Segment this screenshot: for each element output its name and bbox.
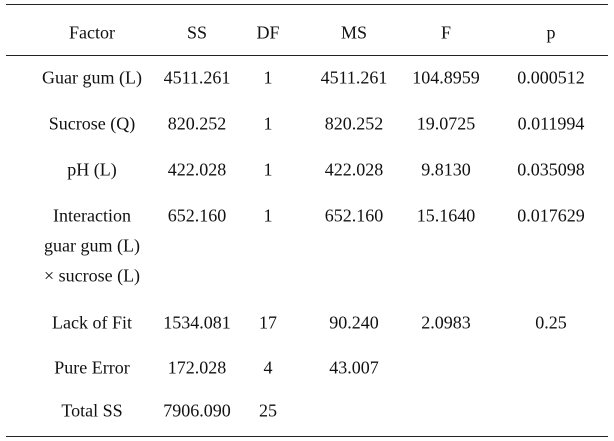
header-cell: DF <box>256 22 280 43</box>
table-cell: 1 <box>263 67 273 88</box>
table-cell: 422.028 <box>167 159 227 180</box>
table-cell: 9.8130 <box>421 159 471 180</box>
factor-label: Pure Error <box>54 357 130 378</box>
table-cell: 15.1640 <box>416 205 476 226</box>
table-cell: 4511.261 <box>320 67 388 88</box>
table-cell: 19.0725 <box>416 113 476 134</box>
table-cell: 4511.261 <box>163 67 231 88</box>
factor-label: Total SS <box>61 400 123 421</box>
table-cell: 1 <box>263 159 273 180</box>
table-cell: 17 <box>259 312 277 333</box>
header-cell: F <box>440 22 452 43</box>
factor-label: Lack of Fit <box>52 312 132 333</box>
header-rule <box>6 55 608 56</box>
factor-label: Guar gum (L) <box>42 67 142 88</box>
table-cell: 43.007 <box>329 357 379 378</box>
table-cell: 1534.081 <box>163 312 231 333</box>
table-cell: 90.240 <box>329 312 379 333</box>
factor-label: Sucrose (Q) <box>48 113 136 134</box>
table-cell: 4 <box>263 357 273 378</box>
table-cell: 820.252 <box>324 113 384 134</box>
table-cell: 2.0983 <box>421 312 471 333</box>
top-rule <box>6 4 608 5</box>
factor-label: pH (L) <box>67 159 117 180</box>
factor-label: Interaction <box>53 205 131 226</box>
header-cell: Factor <box>69 22 115 43</box>
factor-label: guar gum (L) <box>44 235 140 256</box>
table-cell: 0.035098 <box>517 159 585 180</box>
table-cell: 1 <box>263 113 273 134</box>
table-cell: 0.000512 <box>517 67 585 88</box>
table-cell: 820.252 <box>167 113 227 134</box>
table-cell: 0.25 <box>535 312 567 333</box>
table-cell: 422.028 <box>324 159 384 180</box>
table-cell: 7906.090 <box>163 400 231 421</box>
factor-label: × sucrose (L) <box>43 265 141 286</box>
table-cell: 104.8959 <box>412 67 480 88</box>
table-cell: 1 <box>263 205 273 226</box>
table-cell: 25 <box>259 400 277 421</box>
table-cell: 0.017629 <box>517 205 585 226</box>
bottom-rule <box>6 436 608 437</box>
table-cell: 172.028 <box>167 357 227 378</box>
table-cell: 652.160 <box>324 205 384 226</box>
table-cell: 0.011994 <box>517 113 585 134</box>
header-cell: SS <box>186 22 208 43</box>
header-cell: p <box>546 22 556 43</box>
table-cell: 652.160 <box>167 205 227 226</box>
header-cell: MS <box>340 22 368 43</box>
